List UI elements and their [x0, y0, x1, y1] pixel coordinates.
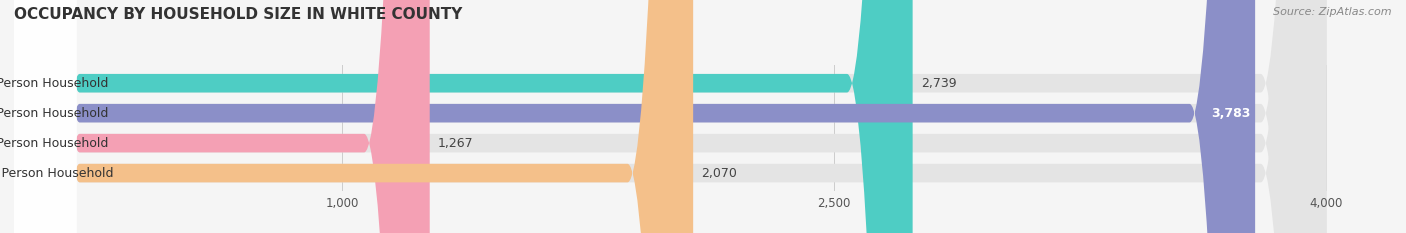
FancyBboxPatch shape: [14, 0, 693, 233]
FancyBboxPatch shape: [14, 0, 1326, 233]
Text: 2-Person Household: 2-Person Household: [0, 107, 108, 120]
Text: 1-Person Household: 1-Person Household: [0, 77, 108, 90]
Text: 2,070: 2,070: [702, 167, 737, 180]
Text: 2,739: 2,739: [921, 77, 956, 90]
FancyBboxPatch shape: [14, 0, 76, 233]
FancyBboxPatch shape: [14, 0, 912, 233]
FancyBboxPatch shape: [14, 0, 1326, 233]
FancyBboxPatch shape: [14, 0, 1326, 233]
Text: 3-Person Household: 3-Person Household: [0, 137, 108, 150]
Text: OCCUPANCY BY HOUSEHOLD SIZE IN WHITE COUNTY: OCCUPANCY BY HOUSEHOLD SIZE IN WHITE COU…: [14, 7, 463, 22]
FancyBboxPatch shape: [14, 0, 76, 233]
FancyBboxPatch shape: [14, 0, 76, 233]
FancyBboxPatch shape: [14, 0, 430, 233]
Text: Source: ZipAtlas.com: Source: ZipAtlas.com: [1274, 7, 1392, 17]
FancyBboxPatch shape: [14, 0, 1256, 233]
Text: 3,783: 3,783: [1211, 107, 1250, 120]
FancyBboxPatch shape: [14, 0, 1326, 233]
FancyBboxPatch shape: [14, 0, 76, 233]
Text: 1,267: 1,267: [437, 137, 474, 150]
Text: 4+ Person Household: 4+ Person Household: [0, 167, 114, 180]
